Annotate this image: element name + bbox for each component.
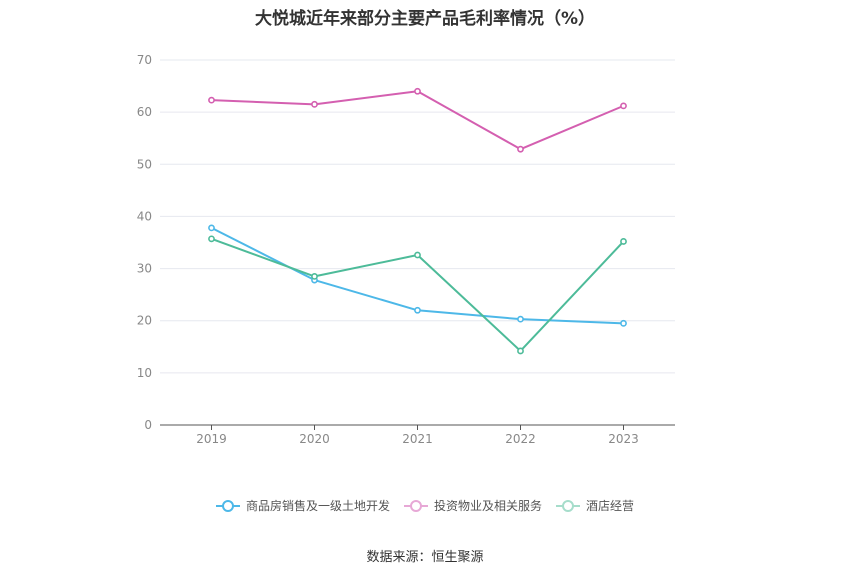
x-tick-label: 2023 <box>608 432 639 446</box>
legend-marker-icon <box>556 499 580 512</box>
data-point <box>311 272 318 280</box>
y-tick-label: 50 <box>137 157 152 171</box>
data-point <box>517 315 524 323</box>
y-tick-label: 40 <box>137 209 152 223</box>
x-tick-label: 2019 <box>196 432 227 446</box>
data-point <box>414 251 421 259</box>
legend-item-investment-property[interactable]: 投资物业及相关服务 <box>403 497 542 514</box>
y-tick-label: 20 <box>137 314 152 328</box>
legend-item-housing-sales[interactable]: 商品房销售及一级土地开发 <box>215 497 390 514</box>
y-tick-label: 10 <box>137 366 152 380</box>
x-tick-label: 2022 <box>505 432 536 446</box>
series-line-1 <box>211 90 624 151</box>
data-point <box>620 102 627 110</box>
data-point <box>620 319 627 327</box>
data-point <box>311 100 318 108</box>
data-point <box>517 145 524 153</box>
legend: 商品房销售及一级土地开发 投资物业及相关服务 酒店经营 <box>0 497 850 514</box>
y-tick-label: 0 <box>144 418 152 432</box>
data-point <box>517 347 524 355</box>
y-tick-label: 60 <box>137 105 152 119</box>
data-point <box>620 238 627 245</box>
data-source: 数据来源：恒生聚源 <box>366 550 484 565</box>
legend-marker-icon <box>403 499 428 512</box>
legend-label: 投资物业及相关服务 <box>433 499 542 513</box>
legend-label: 酒店经营 <box>586 499 635 513</box>
x-tick-label: 2021 <box>402 432 433 446</box>
y-tick-label: 30 <box>137 262 152 276</box>
data-point <box>208 224 215 232</box>
legend-item-hotel[interactable]: 酒店经营 <box>556 497 634 514</box>
x-tick-label: 2020 <box>299 432 330 446</box>
legend-label: 商品房销售及一级土地开发 <box>245 499 390 513</box>
data-point <box>208 235 215 243</box>
data-point <box>414 87 421 95</box>
data-point <box>414 306 421 314</box>
y-tick-label: 70 <box>137 53 152 67</box>
data-point <box>208 96 215 104</box>
legend-marker-icon <box>215 499 240 512</box>
chart-title: 大悦城近年来部分主要产品毛利率情况（%） <box>254 9 596 29</box>
